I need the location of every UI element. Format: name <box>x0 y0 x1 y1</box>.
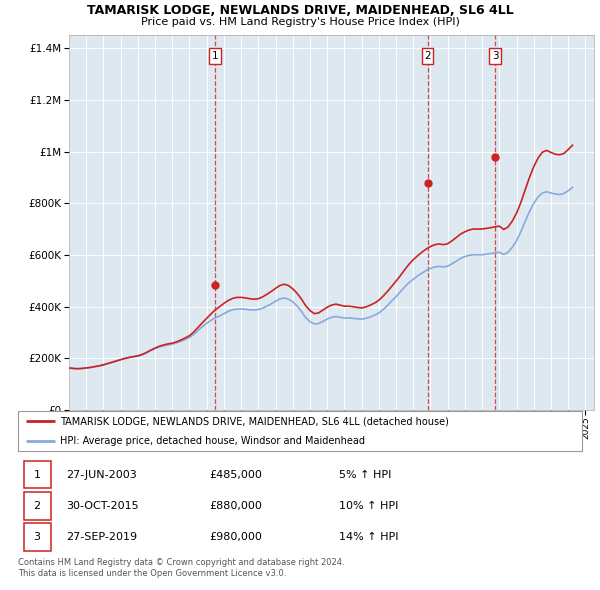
Text: HPI: Average price, detached house, Windsor and Maidenhead: HPI: Average price, detached house, Wind… <box>60 437 365 446</box>
Text: £880,000: £880,000 <box>210 501 263 511</box>
Text: 3: 3 <box>34 532 41 542</box>
Text: 10% ↑ HPI: 10% ↑ HPI <box>340 501 399 511</box>
FancyBboxPatch shape <box>18 411 582 451</box>
Text: TAMARISK LODGE, NEWLANDS DRIVE, MAIDENHEAD, SL6 4LL: TAMARISK LODGE, NEWLANDS DRIVE, MAIDENHE… <box>86 4 514 17</box>
Text: £980,000: £980,000 <box>210 532 263 542</box>
Text: TAMARISK LODGE, NEWLANDS DRIVE, MAIDENHEAD, SL6 4LL (detached house): TAMARISK LODGE, NEWLANDS DRIVE, MAIDENHE… <box>60 417 449 426</box>
FancyBboxPatch shape <box>23 461 51 489</box>
FancyBboxPatch shape <box>23 492 51 520</box>
Text: 27-JUN-2003: 27-JUN-2003 <box>66 470 137 480</box>
Text: This data is licensed under the Open Government Licence v3.0.: This data is licensed under the Open Gov… <box>18 569 286 578</box>
Text: Contains HM Land Registry data © Crown copyright and database right 2024.: Contains HM Land Registry data © Crown c… <box>18 558 344 566</box>
Text: 2: 2 <box>34 501 41 511</box>
Text: 27-SEP-2019: 27-SEP-2019 <box>66 532 137 542</box>
Text: 30-OCT-2015: 30-OCT-2015 <box>66 501 139 511</box>
Text: 5% ↑ HPI: 5% ↑ HPI <box>340 470 392 480</box>
Text: £485,000: £485,000 <box>210 470 263 480</box>
Text: 1: 1 <box>34 470 41 480</box>
Text: 2: 2 <box>424 51 431 61</box>
Text: 1: 1 <box>212 51 218 61</box>
Text: 14% ↑ HPI: 14% ↑ HPI <box>340 532 399 542</box>
Text: 3: 3 <box>492 51 499 61</box>
FancyBboxPatch shape <box>23 523 51 550</box>
Text: Price paid vs. HM Land Registry's House Price Index (HPI): Price paid vs. HM Land Registry's House … <box>140 17 460 27</box>
